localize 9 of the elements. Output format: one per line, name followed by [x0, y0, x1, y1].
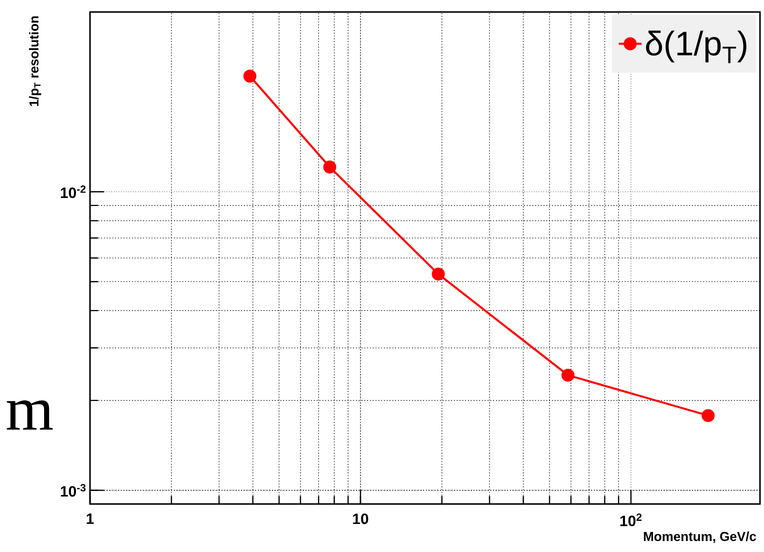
y-axis-title: 1/p$_{T}$ resolution: [29, 16, 42, 106]
y-tick-label: 10$^{-2}$: [60, 185, 86, 198]
x-tick-label: 10$^{2}$: [620, 514, 642, 526]
x-tick-label: 10: [353, 514, 368, 524]
x-axis-title: Momentum, GeV/c: [644, 532, 756, 543]
legend-label: δ(1/p$_{T}$): [646, 30, 746, 64]
text: m: [6, 400, 53, 430]
x-tick-label: 1: [86, 514, 94, 524]
y-tick-label: 10$^{-3}$: [60, 484, 86, 497]
